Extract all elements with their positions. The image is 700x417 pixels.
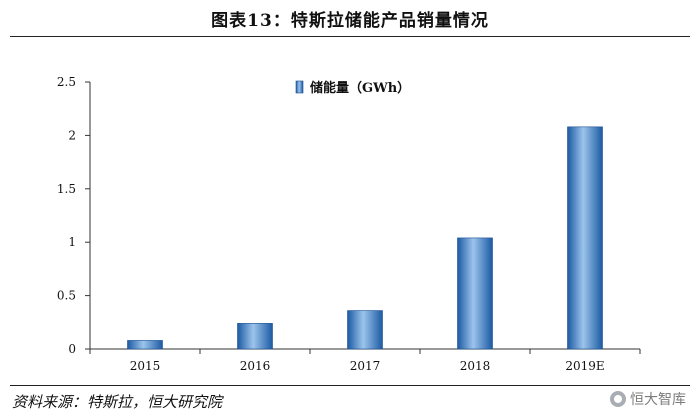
chart-title: 图表13：特斯拉储能产品销量情况 (211, 11, 489, 31)
bar-2017 (347, 310, 383, 350)
legend-label: 储能量（GWh） (309, 80, 410, 96)
bottom-rule (10, 385, 690, 386)
wechat-icon (610, 391, 626, 407)
x-tick-label: 2016 (240, 359, 271, 373)
watermark-text: 恒大智库 (630, 392, 686, 408)
x-tick-label: 2019E (565, 359, 604, 373)
y-tick-label: 2.5 (57, 75, 76, 89)
y-tick-label: 1.5 (57, 182, 76, 196)
y-tick-label: 0 (68, 342, 76, 356)
y-tick-label: 0.5 (57, 289, 76, 303)
bar-2015 (127, 340, 163, 350)
y-tick-label: 1 (68, 235, 76, 249)
bar-chart: 0 0.5 1 1.5 2 2.5 2015 2016 2017 2018 2019E 储能量（GW… (57, 75, 641, 373)
bar-2018 (457, 237, 493, 350)
bar-2016 (237, 323, 273, 350)
bar-2019E (567, 126, 603, 350)
watermark: 恒大智库 (610, 389, 686, 409)
legend-swatch (295, 80, 304, 94)
x-tick-label: 2017 (350, 359, 381, 373)
x-tick-label: 2018 (460, 359, 491, 373)
top-rule (10, 36, 690, 37)
source-note: 资料来源：特斯拉，恒大研究院 (12, 393, 223, 411)
x-tick-label: 2015 (130, 359, 161, 373)
y-tick-label: 2 (68, 128, 76, 142)
